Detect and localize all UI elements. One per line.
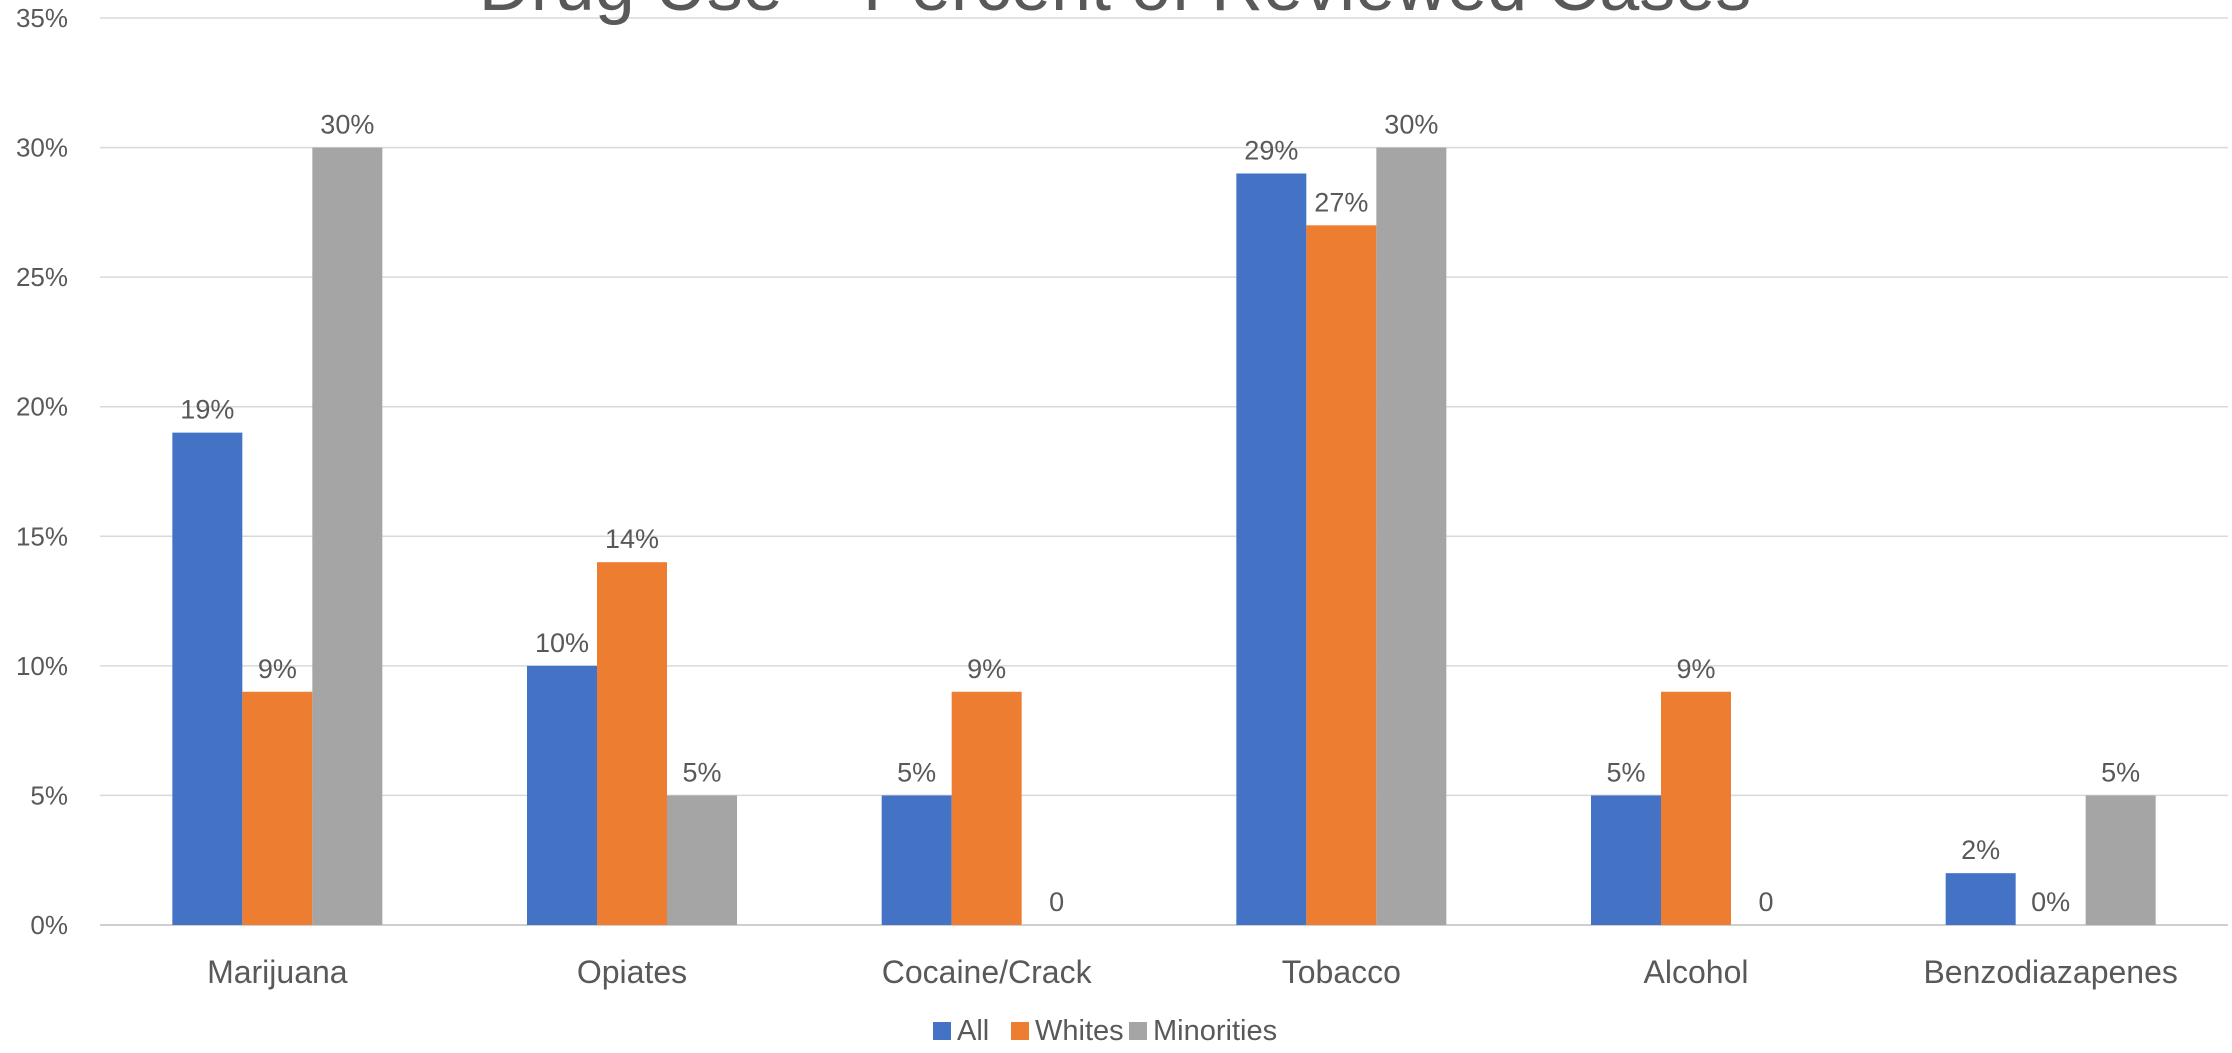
legend-swatch-all — [933, 1022, 951, 1040]
chart-title: Drug Use – Percent of Reviewed Cases — [479, 0, 1752, 26]
legend-label-whites: Whites — [1035, 1015, 1124, 1047]
y-tick-label: 15% — [16, 521, 68, 551]
bar-minorities-5 — [2085, 795, 2156, 925]
bar-all-0 — [172, 432, 243, 925]
data-label: 30% — [320, 110, 374, 140]
data-label: 29% — [1244, 135, 1298, 165]
data-label: 2% — [1961, 835, 2000, 865]
y-tick-label: 25% — [16, 262, 68, 292]
data-label: 5% — [682, 757, 721, 787]
data-label: 5% — [1606, 757, 1645, 787]
x-tick-label: Tobacco — [1282, 954, 1401, 990]
data-label: 5% — [2101, 757, 2140, 787]
bar-whites-1 — [597, 562, 667, 925]
y-tick-label: 20% — [16, 392, 68, 422]
y-axis-tick-labels: 0% 5% 10% 15% 20% 25% 30% 35% — [16, 3, 68, 940]
legend-swatch-whites — [1011, 1022, 1029, 1040]
bars — [172, 147, 2156, 926]
x-tick-label: Benzodiazapenes — [1923, 954, 2177, 990]
data-label: 27% — [1314, 187, 1368, 217]
bar-whites-2 — [951, 691, 1022, 925]
data-labels: 19% 9% 30% 10% 14% 5% 5% 9% 0 29% 27% 30% 5% 9% 0 2% 0% 5… — [180, 110, 2140, 917]
y-tick-label: 10% — [16, 651, 68, 681]
y-tick-label: 30% — [16, 133, 68, 163]
x-axis-tick-labels: Marijuana Opiates Cocaine/Crack Tobacco Alco… — [207, 954, 2178, 990]
data-label: 19% — [180, 395, 234, 425]
x-tick-label: Alcohol — [1644, 954, 1749, 990]
legend-label-all: All — [957, 1015, 989, 1047]
y-tick-label: 0% — [30, 910, 68, 940]
data-label: 30% — [1384, 110, 1438, 140]
y-tick-label: 35% — [16, 3, 68, 33]
x-tick-label: Opiates — [577, 954, 687, 990]
gridlines — [100, 17, 2228, 926]
data-label: 0 — [1049, 887, 1064, 917]
y-tick-label: 5% — [30, 780, 68, 810]
data-label: 9% — [967, 654, 1006, 684]
legend: All Whites Minorities — [933, 1015, 1277, 1047]
data-label: 0% — [2031, 887, 2070, 917]
bar-whites-3 — [1306, 225, 1377, 926]
bar-minorities-3 — [1376, 147, 1447, 926]
bar-all-1 — [527, 665, 597, 925]
bar-whites-0 — [242, 691, 313, 925]
legend-swatch-minorities — [1129, 1022, 1147, 1040]
x-tick-label: Cocaine/Crack — [882, 954, 1093, 990]
bar-all-2 — [881, 795, 952, 925]
data-label: 0 — [1758, 887, 1773, 917]
bar-whites-4 — [1661, 691, 1731, 925]
data-label: 9% — [258, 654, 297, 684]
bar-all-3 — [1236, 173, 1307, 925]
data-label: 14% — [605, 524, 659, 554]
bar-minorities-0 — [312, 147, 383, 926]
data-label: 5% — [897, 757, 936, 787]
bar-all-4 — [1591, 795, 1661, 925]
legend-label-minorities: Minorities — [1153, 1015, 1277, 1047]
data-label: 10% — [535, 628, 589, 658]
bar-all-5 — [1945, 873, 2016, 925]
data-label: 9% — [1676, 654, 1715, 684]
x-tick-label: Marijuana — [207, 954, 348, 990]
bar-minorities-1 — [667, 795, 737, 925]
